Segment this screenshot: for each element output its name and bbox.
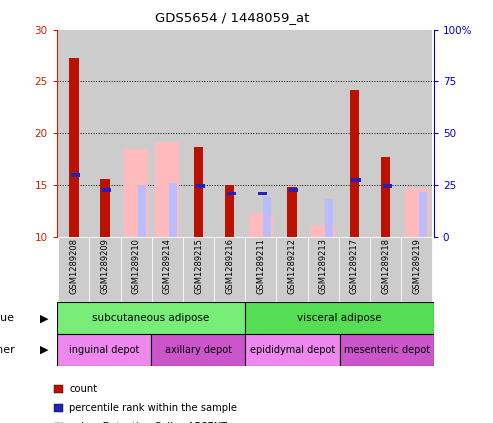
Text: epididymal depot: epididymal depot	[250, 345, 335, 355]
Bar	[340, 334, 434, 366]
Bar	[155, 142, 179, 237]
Bar	[151, 334, 245, 366]
Text: GSM1289219: GSM1289219	[412, 238, 421, 294]
Text: mesenteric depot: mesenteric depot	[344, 345, 430, 355]
Text: GSM1289216: GSM1289216	[225, 238, 234, 294]
Text: count: count	[69, 384, 97, 394]
Bar	[258, 192, 267, 195]
Bar	[89, 30, 121, 237]
Text: GSM1289209: GSM1289209	[101, 238, 109, 294]
Bar	[245, 334, 340, 366]
Bar	[339, 30, 370, 237]
Bar	[196, 184, 205, 188]
Bar	[100, 179, 110, 237]
Bar	[71, 173, 80, 176]
Text: tissue: tissue	[0, 313, 15, 323]
Bar	[370, 30, 401, 237]
Bar	[383, 184, 392, 188]
Bar	[350, 90, 359, 237]
Text: GSM1289217: GSM1289217	[350, 238, 359, 294]
Bar	[370, 237, 401, 302]
Bar	[58, 237, 89, 302]
Text: GDS5654 / 1448059_at: GDS5654 / 1448059_at	[154, 11, 309, 24]
Text: GSM1289208: GSM1289208	[70, 238, 78, 294]
Bar	[277, 30, 308, 237]
Bar	[121, 237, 152, 302]
Text: GSM1289210: GSM1289210	[132, 238, 141, 294]
Bar	[124, 149, 148, 237]
Bar	[287, 187, 297, 237]
Bar	[325, 198, 333, 237]
Text: GSM1289214: GSM1289214	[163, 238, 172, 294]
Bar	[277, 237, 308, 302]
Text: ▶: ▶	[40, 345, 49, 355]
Bar	[69, 58, 78, 237]
Bar	[263, 198, 271, 237]
Bar	[401, 237, 432, 302]
Bar	[194, 147, 203, 237]
Text: inguinal depot: inguinal depot	[69, 345, 139, 355]
Bar	[183, 237, 214, 302]
Bar	[225, 185, 234, 237]
Bar	[419, 192, 426, 237]
Bar	[311, 225, 335, 237]
Bar	[214, 237, 245, 302]
Bar	[89, 237, 121, 302]
Bar	[381, 157, 390, 237]
Text: axillary depot: axillary depot	[165, 345, 232, 355]
Bar	[352, 178, 361, 182]
Bar	[170, 183, 177, 237]
Text: ▶: ▶	[40, 313, 49, 323]
Bar	[183, 30, 214, 237]
Bar	[245, 237, 277, 302]
Text: visceral adipose: visceral adipose	[297, 313, 382, 323]
Text: GSM1289212: GSM1289212	[287, 238, 296, 294]
Bar	[401, 30, 432, 237]
Text: GSM1289218: GSM1289218	[381, 238, 390, 294]
Bar	[308, 237, 339, 302]
Bar	[152, 237, 183, 302]
Text: subcutaneous adipose: subcutaneous adipose	[92, 313, 210, 323]
Text: GSM1289211: GSM1289211	[256, 238, 265, 294]
Bar	[227, 192, 236, 195]
Text: GSM1289213: GSM1289213	[318, 238, 328, 294]
Bar	[57, 334, 151, 366]
Text: value, Detection Call = ABSENT: value, Detection Call = ABSENT	[69, 422, 227, 423]
Bar	[58, 30, 89, 237]
Text: percentile rank within the sample: percentile rank within the sample	[69, 403, 237, 413]
Text: other: other	[0, 345, 15, 355]
Text: GSM1289215: GSM1289215	[194, 238, 203, 294]
Bar	[214, 30, 245, 237]
Bar	[289, 189, 298, 192]
Bar	[139, 185, 146, 237]
Bar	[102, 189, 111, 192]
Bar	[339, 237, 370, 302]
Bar	[249, 213, 273, 237]
Bar	[121, 30, 152, 237]
Bar	[245, 30, 277, 237]
Bar	[308, 30, 339, 237]
Bar	[405, 188, 429, 237]
Bar	[57, 302, 245, 334]
Bar	[152, 30, 183, 237]
Bar	[245, 302, 434, 334]
